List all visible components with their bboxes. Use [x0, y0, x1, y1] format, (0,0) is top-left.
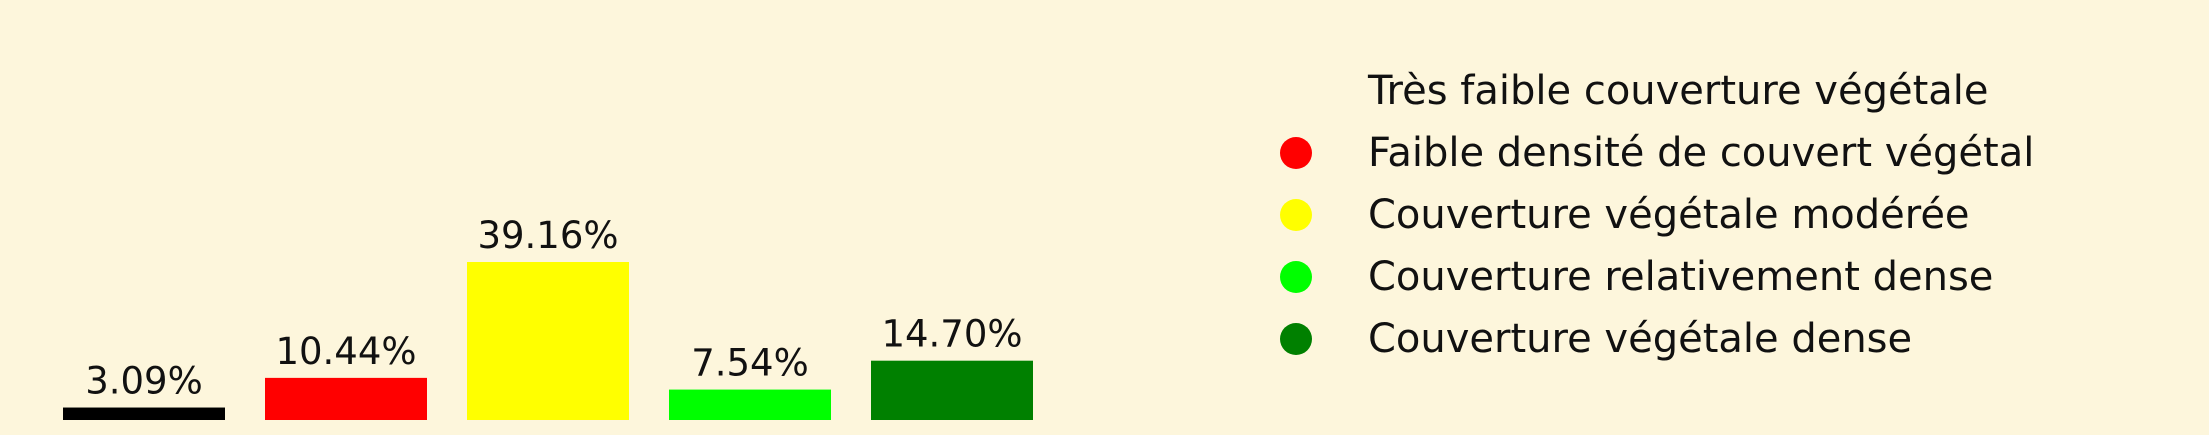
legend-label: Couverture relativement dense [1368, 254, 1994, 300]
legend-item-1: Très faible couverture végétale [1280, 60, 2034, 122]
bar-5 [871, 360, 1033, 420]
legend-label: Très faible couverture végétale [1368, 68, 1989, 114]
legend-label: Couverture végétale dense [1368, 316, 1913, 362]
data-label-5: 14.70% [881, 313, 1022, 356]
bar-3 [467, 262, 629, 420]
bar-4 [669, 389, 831, 420]
data-label-4: 7.54% [691, 342, 809, 385]
bar-2 [265, 377, 427, 420]
legend-marker-icon [1280, 323, 1312, 355]
legend-marker-icon [1280, 137, 1312, 169]
legend-item-3: Couverture végétale modérée [1280, 184, 2034, 246]
legend-marker-icon [1280, 199, 1312, 231]
data-label-2: 10.44% [275, 330, 416, 373]
legend-item-4: Couverture relativement dense [1280, 246, 2034, 308]
legend-marker-icon [1280, 75, 1312, 107]
legend-marker-icon [1280, 261, 1312, 293]
legend-item-5: Couverture végétale dense [1280, 308, 2034, 370]
legend-item-2: Faible densité de couvert végétal [1280, 122, 2034, 184]
legend: Très faible couverture végétale Faible de… [1280, 60, 2034, 370]
data-label-3: 39.16% [477, 214, 618, 257]
bar-1 [63, 407, 225, 420]
legend-label: Faible densité de couvert végétal [1368, 130, 2035, 176]
data-label-1: 3.09% [85, 360, 203, 403]
legend-label: Couverture végétale modérée [1368, 192, 1970, 238]
